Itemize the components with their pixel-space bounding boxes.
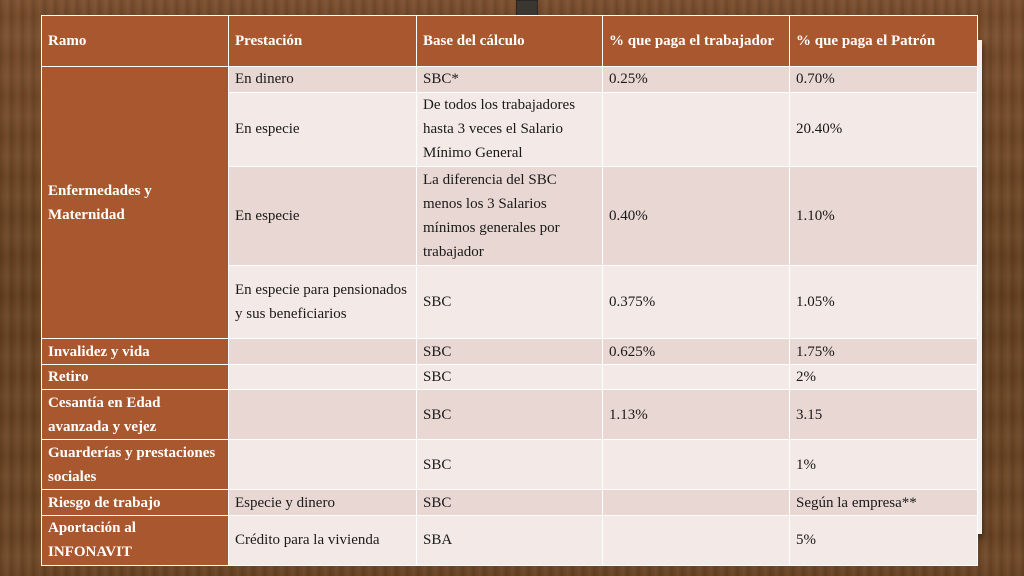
cell-prestacion: Crédito para la vivienda: [228, 514, 417, 567]
cell-ramo: Invalidez y vida: [41, 338, 229, 365]
cell-ramo: Retiro: [41, 363, 229, 391]
cell-base: SBC: [416, 264, 603, 340]
table-row: Retiro SBC 2%: [41, 363, 978, 391]
table-header-row: Ramo Prestación Base del cálculo % que p…: [41, 15, 978, 67]
cell-patron: 1.10%: [789, 165, 978, 266]
cell-patron: 5%: [789, 514, 978, 567]
cell-prestacion: [228, 363, 417, 391]
cell-patron: 2%: [789, 363, 978, 391]
cell-base: SBC: [416, 363, 603, 391]
header-ramo: Ramo: [41, 15, 229, 67]
cell-prestacion: Especie y dinero: [228, 489, 417, 516]
table-row: Guarderías y prestaciones sociales SBC 1…: [41, 439, 978, 491]
cell-trabajador: 0.375%: [602, 264, 790, 340]
cell-patron: 3.15: [789, 389, 978, 441]
table-row: En especie De todos los trabajadores has…: [42, 91, 978, 167]
cell-base: SBC*: [416, 66, 603, 93]
cell-prestacion: En especie: [228, 165, 417, 266]
cell-trabajador: [602, 489, 790, 516]
cell-trabajador: [602, 91, 790, 167]
header-trabajador: % que paga el trabajador: [602, 15, 790, 67]
cell-patron: 1%: [789, 439, 978, 491]
table-row: Aportación al INFONAVIT Crédito para la …: [41, 514, 978, 567]
cell-base: SBA: [416, 514, 603, 567]
table-row: Enfermedades y Maternidad En dinero SBC*…: [41, 65, 978, 340]
cell-base: SBC: [416, 338, 603, 365]
cell-trabajador: [602, 439, 790, 491]
table-row: En especie para pensionados y sus benefi…: [42, 264, 978, 340]
cell-prestacion: [228, 338, 417, 365]
table-row: Cesantía en Edad avanzada y vejez SBC 1.…: [41, 389, 978, 441]
contributions-table: Ramo Prestación Base del cálculo % que p…: [41, 15, 978, 567]
cell-base: SBC: [416, 439, 603, 491]
binder-clip: [516, 0, 538, 16]
table-row: Invalidez y vida SBC 0.625% 1.75%: [41, 338, 978, 365]
header-prestacion: Prestación: [228, 15, 417, 67]
header-base: Base del cálculo: [416, 15, 603, 67]
cell-ramo: Riesgo de trabajo: [41, 489, 229, 516]
cell-ramo: Cesantía en Edad avanzada y vejez: [41, 389, 229, 441]
cell-patron: Según la empresa**: [789, 489, 978, 516]
cell-patron: 0.70%: [789, 66, 978, 93]
table-row: En especie La diferencia del SBC menos l…: [42, 165, 978, 266]
cell-patron: 1.05%: [789, 264, 978, 340]
cell-base: SBC: [416, 389, 603, 441]
cell-base: SBC: [416, 489, 603, 516]
cell-base: La diferencia del SBC menos los 3 Salari…: [416, 165, 603, 266]
cell-prestacion: [228, 439, 417, 491]
cell-prestacion: En especie: [228, 91, 417, 167]
cell-base: De todos los trabajadores hasta 3 veces …: [416, 91, 603, 167]
cell-trabajador: 0.25%: [602, 66, 790, 93]
cell-ramo: Enfermedades y Maternidad: [41, 65, 229, 340]
table-row: Riesgo de trabajo Especie y dinero SBC S…: [41, 489, 978, 516]
cell-trabajador: [602, 514, 790, 567]
cell-prestacion: [228, 389, 417, 441]
cell-ramo: Guarderías y prestaciones sociales: [41, 439, 229, 491]
cell-trabajador: 0.625%: [602, 338, 790, 365]
cell-trabajador: 1.13%: [602, 389, 790, 441]
cell-ramo: Aportación al INFONAVIT: [41, 514, 229, 567]
cell-patron: 1.75%: [789, 338, 978, 365]
cell-trabajador: 0.40%: [602, 165, 790, 266]
cell-prestacion: En especie para pensionados y sus benefi…: [228, 264, 417, 340]
cell-patron: 20.40%: [789, 91, 978, 167]
cell-trabajador: [602, 363, 790, 391]
cell-prestacion: En dinero: [228, 66, 417, 93]
header-patron: % que paga el Patrón: [789, 15, 978, 67]
